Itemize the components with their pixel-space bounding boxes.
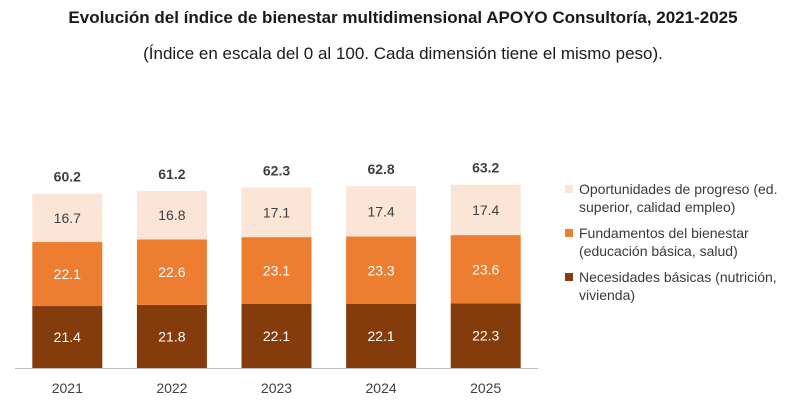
- legend-swatch-0: [565, 273, 573, 281]
- legend-label-2: Oportunidades de progreso (ed. superior,…: [579, 181, 778, 215]
- chart-legend: Oportunidades de progreso (ed. superior,…: [565, 180, 801, 312]
- data-label-2025-0: 22.3: [472, 328, 499, 344]
- legend-label-0: Necesidades básicas (nutrición, vivienda…: [579, 269, 777, 303]
- bar-segment-2025-2: [450, 184, 521, 236]
- total-label-2025: 63.2: [472, 160, 499, 176]
- data-label-2021-2: 16.7: [54, 210, 81, 226]
- legend-swatch-1: [565, 229, 573, 237]
- bar-segment-2022-2: [136, 190, 207, 240]
- bar-segment-2021-0: [32, 306, 103, 368]
- bar-segment-2024-1: [346, 236, 417, 305]
- total-label-2022: 61.2: [158, 166, 185, 182]
- chart-subtitle: (Índice en escala del 0 al 100. Cada dim…: [143, 44, 663, 63]
- bar-segment-2023-1: [241, 237, 312, 305]
- total-label-2023: 62.3: [263, 163, 290, 179]
- bar-segment-2023-0: [241, 304, 312, 368]
- data-label-2023-2: 17.1: [263, 204, 290, 220]
- data-label-2021-1: 22.1: [54, 266, 81, 282]
- bar-segment-2022-1: [136, 239, 207, 305]
- x-tick-label-2021: 2021: [52, 380, 83, 396]
- data-label-2022-2: 16.8: [158, 207, 185, 223]
- bar-segment-2024-0: [346, 304, 417, 368]
- x-tick-label-2022: 2022: [156, 380, 187, 396]
- bar-segment-2021-1: [32, 242, 103, 307]
- data-label-2022-1: 22.6: [158, 264, 185, 280]
- data-label-2023-1: 23.1: [263, 263, 290, 279]
- data-label-2024-1: 23.3: [367, 262, 394, 278]
- legend-item-2: Oportunidades de progreso (ed. superior,…: [565, 180, 801, 216]
- data-label-2021-0: 21.4: [54, 329, 81, 345]
- bar-segment-2021-2: [32, 193, 103, 243]
- data-label-2025-1: 23.6: [472, 261, 499, 277]
- data-label-2022-0: 21.8: [158, 328, 185, 344]
- bar-segment-2023-2: [241, 187, 312, 238]
- x-tick-label-2023: 2023: [261, 380, 292, 396]
- data-label-2025-2: 17.4: [472, 202, 499, 218]
- bar-segment-2022-0: [136, 304, 207, 368]
- data-label-2024-0: 22.1: [367, 328, 394, 344]
- bar-segment-2025-1: [450, 235, 521, 304]
- legend-item-1: Fundamentos del bienestar (educación bás…: [565, 224, 801, 260]
- data-label-2023-0: 22.1: [263, 328, 290, 344]
- bar-segment-2024-2: [346, 186, 417, 237]
- total-label-2021: 60.2: [54, 169, 81, 185]
- legend-item-0: Necesidades básicas (nutrición, vivienda…: [565, 268, 801, 304]
- legend-label-1: Fundamentos del bienestar (educación bás…: [579, 225, 749, 259]
- total-label-2024: 62.8: [367, 161, 394, 177]
- legend-swatch-2: [565, 185, 573, 193]
- bar-segment-2025-0: [450, 303, 521, 368]
- x-tick-label-2024: 2024: [366, 380, 397, 396]
- chart-title: Evolución del índice de bienestar multid…: [68, 8, 738, 27]
- x-tick-label-2025: 2025: [470, 380, 501, 396]
- data-label-2024-2: 17.4: [367, 203, 394, 219]
